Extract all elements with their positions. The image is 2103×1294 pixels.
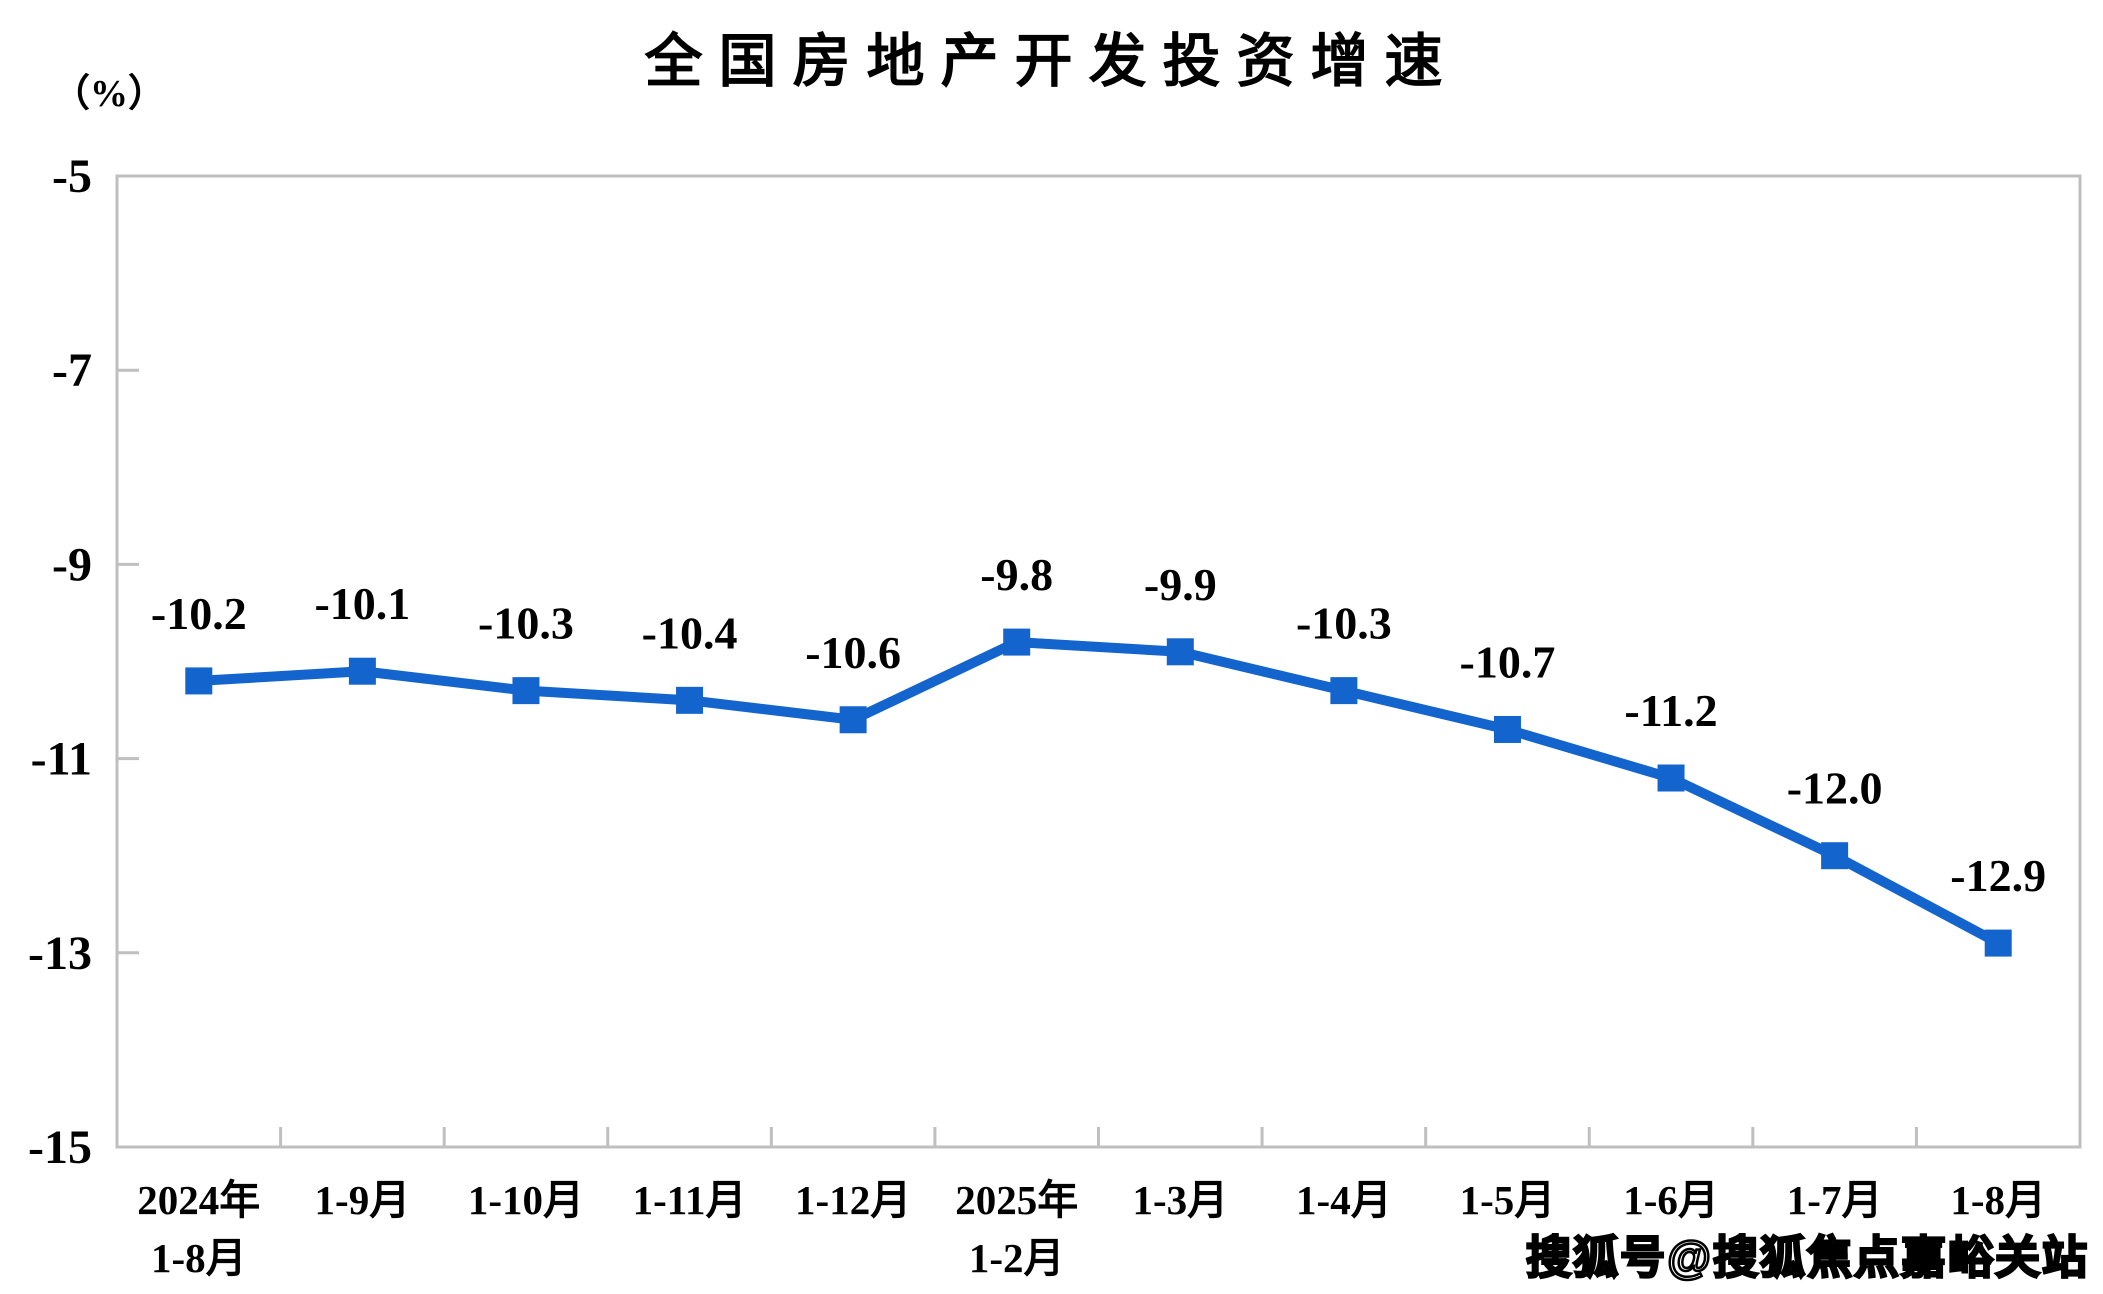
y-axis-label: -5 — [52, 150, 92, 203]
x-axis-label: 1-11月 — [633, 1177, 747, 1223]
y-axis-label: -11 — [31, 733, 92, 786]
data-point-label: -10.3 — [1296, 598, 1392, 649]
data-point-label: -10.1 — [314, 578, 410, 629]
x-axis-label: 2024年 1-8月 — [137, 1177, 260, 1281]
data-point-label: -9.8 — [980, 549, 1053, 600]
data-point-label: -10.2 — [151, 588, 247, 639]
data-point-marker — [1330, 677, 1358, 705]
data-point-marker — [512, 677, 540, 705]
data-point-marker — [1003, 628, 1031, 656]
data-point-label: -12.0 — [1787, 763, 1883, 814]
plot-border — [115, 174, 2082, 1149]
data-point-label: -10.7 — [1460, 636, 1556, 687]
data-point-marker — [1821, 842, 1849, 870]
chart-title: 全国房地产开发投资增速 — [644, 29, 1459, 94]
x-axis-label: 1-5月 — [1460, 1177, 1556, 1223]
data-point-marker — [1493, 715, 1521, 743]
data-point-marker — [185, 667, 213, 695]
x-axis-label: 1-6月 — [1623, 1177, 1719, 1223]
data-point-marker — [348, 657, 376, 685]
data-point-marker — [1984, 929, 2012, 957]
x-axis-label: 1-3月 — [1132, 1177, 1228, 1223]
y-axis-label: -13 — [28, 927, 92, 980]
data-point-marker — [1657, 764, 1685, 792]
series-line — [193, 637, 2004, 949]
x-axis-label: 1-9月 — [315, 1177, 411, 1223]
x-axis-label: 1-4月 — [1296, 1177, 1392, 1223]
y-axis-unit-label: （%） — [52, 73, 167, 115]
data-point-marker — [676, 686, 704, 714]
x-axis-label: 2025年 1-2月 — [955, 1177, 1078, 1281]
data-point-label: -11.2 — [1624, 685, 1717, 736]
y-axis-label: -7 — [52, 344, 92, 397]
y-axis-label: -15 — [28, 1121, 92, 1174]
data-point-label: -10.4 — [642, 607, 738, 658]
x-axis-label: 1-7月 — [1787, 1177, 1883, 1223]
x-axis-label: 1-10月 — [468, 1177, 584, 1223]
x-axis-label: 1-8月 — [1950, 1177, 2046, 1223]
data-point-label: -10.6 — [805, 627, 901, 678]
y-axis-label: -9 — [52, 538, 92, 591]
data-point-label: -9.9 — [1144, 559, 1217, 610]
watermark: 搜狐号@搜狐焦点嘉峪关站 — [1525, 1231, 2089, 1285]
x-axis-label: 1-12月 — [795, 1177, 911, 1223]
data-point-marker — [839, 706, 867, 734]
data-point-label: -10.3 — [478, 598, 574, 649]
data-point-label: -12.9 — [1950, 850, 2046, 901]
data-point-marker — [1166, 638, 1194, 666]
